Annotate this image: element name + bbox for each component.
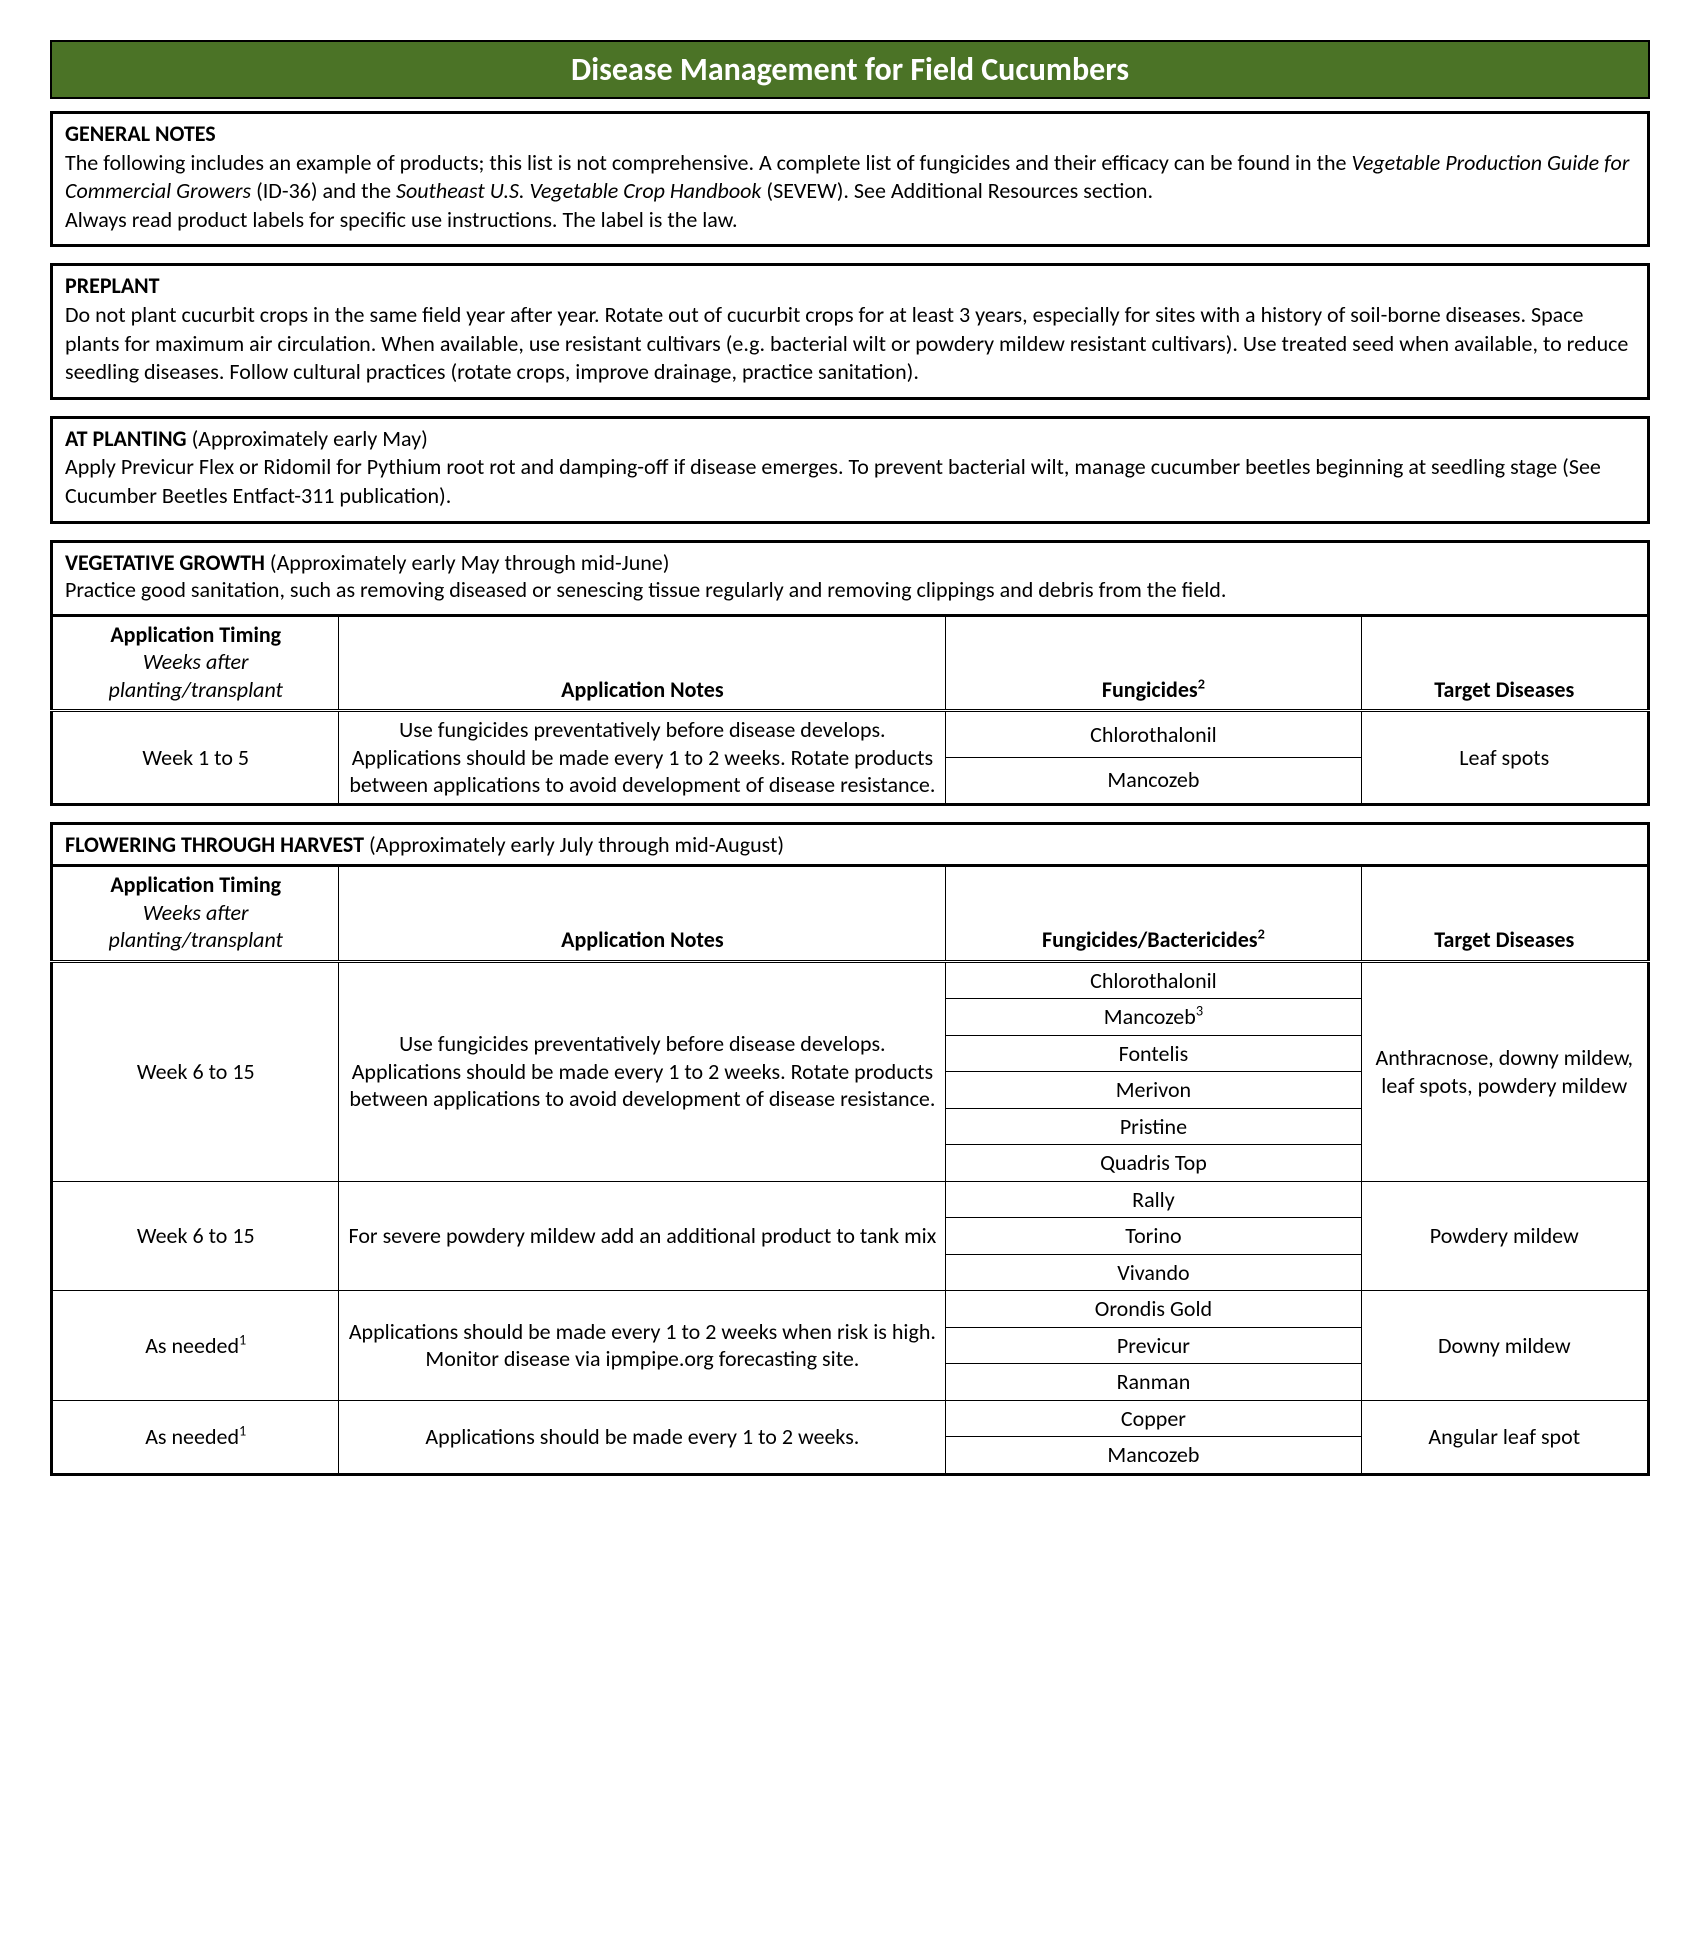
fl-r4-f0: Copper	[946, 1400, 1361, 1437]
veg-notes: Use fungicides preventatively before dis…	[339, 711, 946, 805]
fcol-fungicides: Fungicides/Bactericides2	[946, 866, 1361, 962]
veg-fung-2: Mancozeb	[946, 757, 1361, 804]
fl-r3-target: Downy mildew	[1361, 1291, 1648, 1401]
fl-r4-f1: Mancozeb	[946, 1437, 1361, 1475]
gn-text: (ID-36) and the	[251, 177, 396, 204]
at-planting-heading-line: AT PLANTING (Approximately early May)	[65, 425, 1635, 454]
fl-r1-target: Anthracnose, downy mildew, leaf spots, p…	[1361, 961, 1648, 1181]
gn-text: (SEVEW). See Additional Resources sectio…	[761, 177, 1153, 204]
section-general-notes: GENERAL NOTES The following includes an …	[50, 111, 1650, 247]
col-fungicides-label: Fungicides	[1102, 676, 1198, 703]
veg-target: Leaf spots	[1361, 711, 1648, 805]
vegetative-sub: (Approximately early May through mid-Jun…	[265, 549, 670, 576]
col-timing: Application Timing Weeks after planting/…	[52, 615, 339, 711]
fl-r2-timing: Week 6 to 15	[52, 1181, 339, 1291]
fl-r1-f2: Fontelis	[946, 1035, 1361, 1072]
col-target: Target Diseases	[1361, 615, 1648, 711]
page-title: Disease Management for Field Cucumbers	[50, 40, 1650, 99]
veg-timing: Week 1 to 5	[52, 711, 339, 805]
fcol-notes: Application Notes	[339, 866, 946, 962]
fcol-fungicides-label: Fungicides/Bactericides	[1042, 926, 1258, 953]
vegetative-heading-cell: VEGETATIVE GROWTH (Approximately early M…	[52, 541, 1649, 615]
vegetative-heading: VEGETATIVE GROWTH	[65, 549, 265, 576]
fl-r3-f0: Orondis Gold	[946, 1291, 1361, 1328]
fl-r2-f2: Vivando	[946, 1254, 1361, 1291]
at-planting-body: Apply Previcur Flex or Ridomil for Pythi…	[65, 453, 1635, 510]
fl-r1-notes: Use fungicides preventatively before dis…	[339, 961, 946, 1181]
fl-r2-notes: For severe powdery mildew add an additio…	[339, 1181, 946, 1291]
fcol-timing-label: Application Timing	[61, 871, 330, 899]
col-notes-label: Application Notes	[561, 676, 724, 703]
fcol-target-label: Target Diseases	[1434, 926, 1574, 953]
fcol-timing-sub: Weeks after planting/transplant	[61, 899, 330, 954]
preplant-heading: PREPLANT	[65, 272, 1635, 301]
flowering-heading-cell: FLOWERING THROUGH HARVEST (Approximately…	[52, 823, 1649, 866]
flowering-heading: FLOWERING THROUGH HARVEST	[65, 831, 364, 858]
vegetative-body: Practice good sanitation, such as removi…	[65, 576, 1635, 604]
col-notes: Application Notes	[339, 615, 946, 711]
general-notes-body: The following includes an example of pro…	[65, 149, 1635, 206]
fl-r3-f1: Previcur	[946, 1327, 1361, 1364]
fl-r3-f2: Ranman	[946, 1364, 1361, 1401]
fl-r1-timing: Week 6 to 15	[52, 961, 339, 1181]
fl-r3-notes: Applications should be made every 1 to 2…	[339, 1291, 946, 1401]
gn-italic-2: Southeast U.S. Vegetable Crop Handbook	[396, 177, 761, 204]
veg-fung-1: Chlorothalonil	[946, 711, 1361, 758]
general-notes-line2: Always read product labels for specific …	[65, 206, 1635, 235]
col-target-label: Target Diseases	[1434, 676, 1574, 703]
col-fungicides: Fungicides2	[946, 615, 1361, 711]
fl-r1-f5: Quadris Top	[946, 1145, 1361, 1182]
table-flowering: FLOWERING THROUGH HARVEST (Approximately…	[50, 822, 1650, 1476]
fl-r1-f1: Mancozeb3	[946, 999, 1361, 1036]
at-planting-heading: AT PLANTING	[65, 425, 187, 452]
fl-r1-f0: Chlorothalonil	[946, 961, 1361, 999]
section-at-planting: AT PLANTING (Approximately early May) Ap…	[50, 416, 1650, 524]
at-planting-sub: (Approximately early May)	[187, 425, 428, 452]
section-preplant: PREPLANT Do not plant cucurbit crops in …	[50, 263, 1650, 399]
fl-r4-target: Angular leaf spot	[1361, 1400, 1648, 1474]
fcol-notes-label: Application Notes	[561, 926, 724, 953]
flowering-sub: (Approximately early July through mid-Au…	[364, 831, 784, 858]
fl-r1-f4: Pristine	[946, 1108, 1361, 1145]
fl-r4-notes: Applications should be made every 1 to 2…	[339, 1400, 946, 1474]
col-timing-sub: Weeks after planting/transplant	[61, 648, 330, 703]
fl-r4-timing: As needed1	[52, 1400, 339, 1474]
fl-r1-f3: Merivon	[946, 1072, 1361, 1109]
gn-text: The following includes an example of pro…	[65, 149, 1351, 176]
fl-r3-timing: As needed1	[52, 1291, 339, 1401]
fcol-timing: Application Timing Weeks after planting/…	[52, 866, 339, 962]
general-notes-heading: GENERAL NOTES	[65, 120, 1635, 149]
fl-r2-f0: Rally	[946, 1181, 1361, 1218]
fl-r2-f1: Torino	[946, 1218, 1361, 1255]
table-vegetative: VEGETATIVE GROWTH (Approximately early M…	[50, 540, 1650, 806]
fl-r2-target: Powdery mildew	[1361, 1181, 1648, 1291]
col-timing-label: Application Timing	[61, 621, 330, 649]
preplant-body: Do not plant cucurbit crops in the same …	[65, 301, 1635, 387]
fcol-target: Target Diseases	[1361, 866, 1648, 962]
